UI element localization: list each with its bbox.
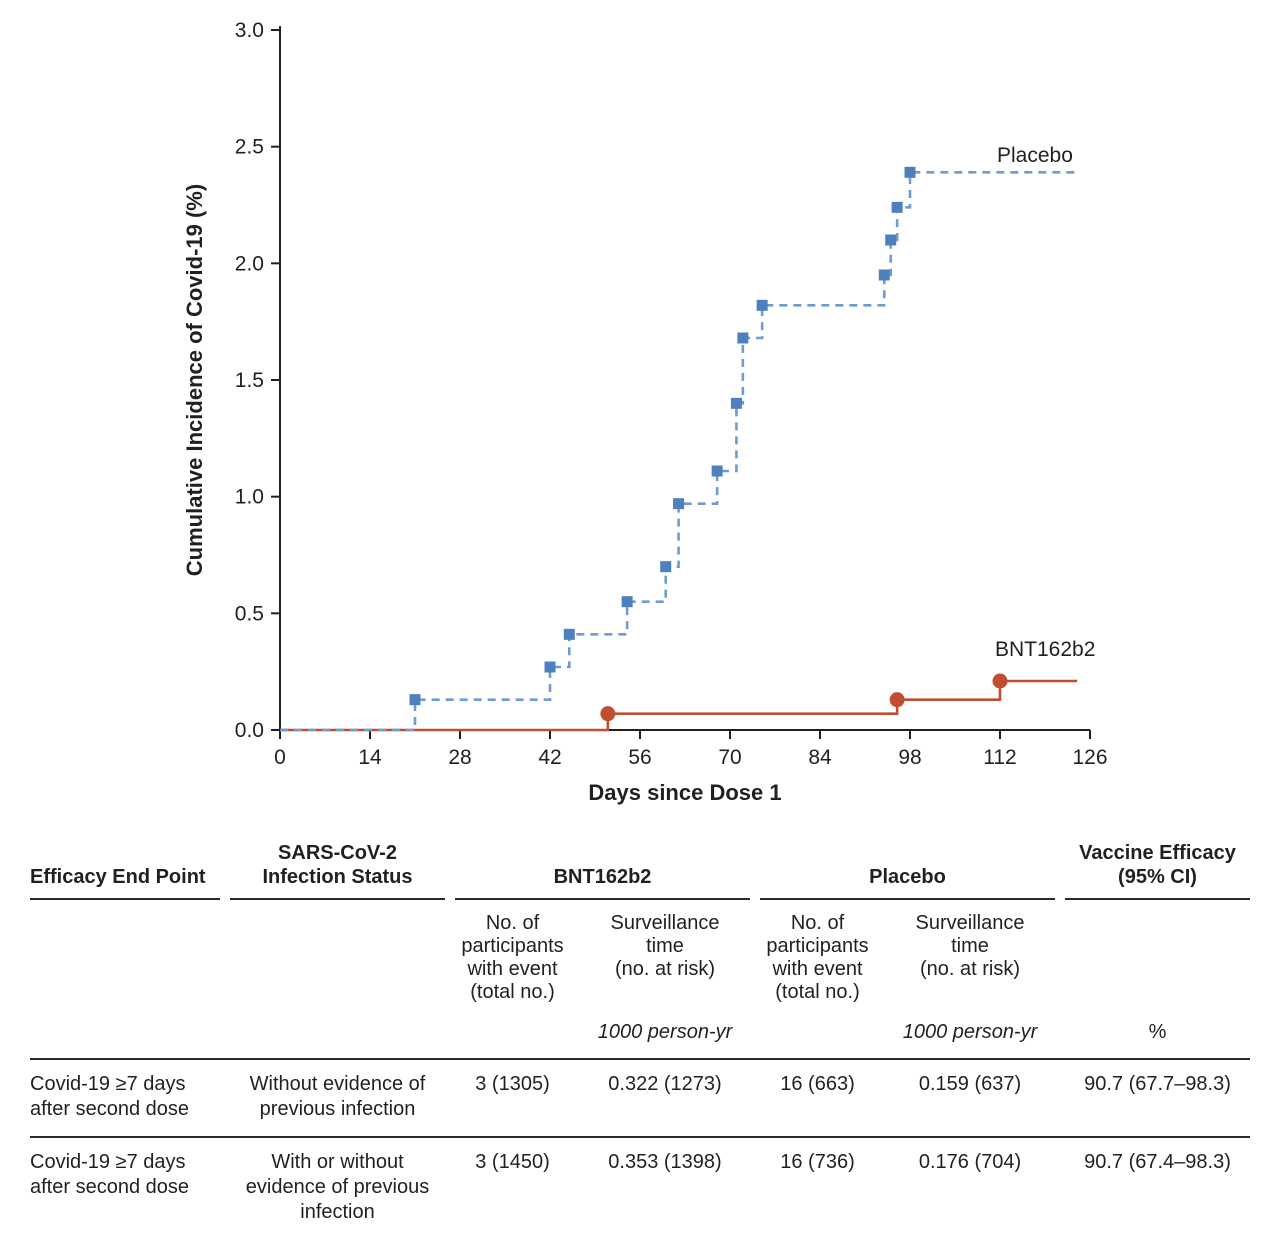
row2-placebo-events: 16 (736) [780,1151,855,1173]
row2-bnt-surveillance: 0.353 (1398) [608,1151,722,1173]
header-vaccine-efficacy: Vaccine Efficacy (95% CI) [1065,830,1250,900]
bnt162b2-series-label: BNT162b2 [995,638,1095,661]
row1-endpoint: Covid-19 ≥7 days after second dose [30,1073,189,1120]
svg-text:126: 126 [1072,746,1107,769]
y-axis-title: Cumulative Incidence of Covid-19 (%) [182,184,207,576]
cumulative-incidence-chart: 0.0 0.5 1.0 1.5 2.0 2.5 3.0 0 14 28 42 56 70 84 98 112 1… [182,19,1108,805]
svg-text:0: 0 [274,746,286,769]
unit-placebo-person-yr: 1000 person-yr [902,1021,1038,1043]
svg-text:42: 42 [538,746,561,769]
subheader-bnt-surveillance: Surveillance time (no. at risk) [610,912,720,980]
svg-text:3.0: 3.0 [235,19,264,42]
svg-text:2.5: 2.5 [235,136,264,159]
svg-text:98: 98 [898,746,921,769]
svg-text:112: 112 [983,746,1016,769]
row2-placebo-surveillance: 0.176 (704) [918,1151,1022,1173]
kaplan-meier-chart: 0.0 0.5 1.0 1.5 2.0 2.5 3.0 0 14 28 42 56 70 84 98 112 1… [182,19,1108,805]
row2-vaccine-efficacy: 90.7 (67.4–98.3) [1084,1151,1231,1173]
row1-bnt-surveillance: 0.322 (1273) [608,1073,722,1095]
svg-text:1.0: 1.0 [235,486,264,509]
efficacy-table: Efficacy End Point SARS-CoV-2 Infection … [30,830,1250,1239]
svg-text:84: 84 [808,746,832,769]
row1-placebo-surveillance: 0.159 (637) [918,1073,1022,1095]
row2-bnt-events: 3 (1450) [475,1151,550,1173]
svg-text:0.0: 0.0 [235,719,264,742]
table-rule-mid [30,1136,1250,1138]
svg-text:28: 28 [448,746,471,769]
svg-text:56: 56 [628,746,651,769]
svg-text:1.5: 1.5 [235,369,264,392]
header-placebo-group: Placebo [760,830,1055,900]
subheader-placebo-participants: No. of participants with event (total no… [766,912,869,1003]
row1-placebo-events: 16 (663) [780,1073,855,1095]
row2-infection-status: With or without evidence of previous inf… [245,1151,430,1223]
svg-text:14: 14 [358,746,382,769]
row1-vaccine-efficacy: 90.7 (67.7–98.3) [1084,1073,1231,1095]
svg-text:70: 70 [718,746,741,769]
subheader-placebo-surveillance: Surveillance time (no. at risk) [915,912,1025,980]
x-axis-title: Days since Dose 1 [588,780,781,805]
svg-text:2.0: 2.0 [235,252,264,275]
chart-geometry: 0.0 0.5 1.0 1.5 2.0 2.5 3.0 0 14 28 42 56 70 84 98 112 1… [235,19,1108,769]
header-efficacy-end-point: Efficacy End Point [30,830,220,900]
row1-infection-status: Without evidence of previous infection [249,1073,426,1120]
row1-bnt-events: 3 (1305) [475,1073,550,1095]
subheader-bnt-participants: No. of participants with event (total no… [461,912,564,1003]
unit-bnt-person-yr: 1000 person-yr [597,1021,733,1043]
table-rule-top [30,1058,1250,1060]
svg-text:0.5: 0.5 [235,602,264,625]
header-infection-status: SARS-CoV-2 Infection Status [230,830,445,900]
row2-endpoint: Covid-19 ≥7 days after second dose [30,1151,189,1198]
header-bnt162b2-group: BNT162b2 [455,830,750,900]
unit-percent: % [1148,1021,1167,1043]
placebo-series-label: Placebo [997,144,1073,167]
